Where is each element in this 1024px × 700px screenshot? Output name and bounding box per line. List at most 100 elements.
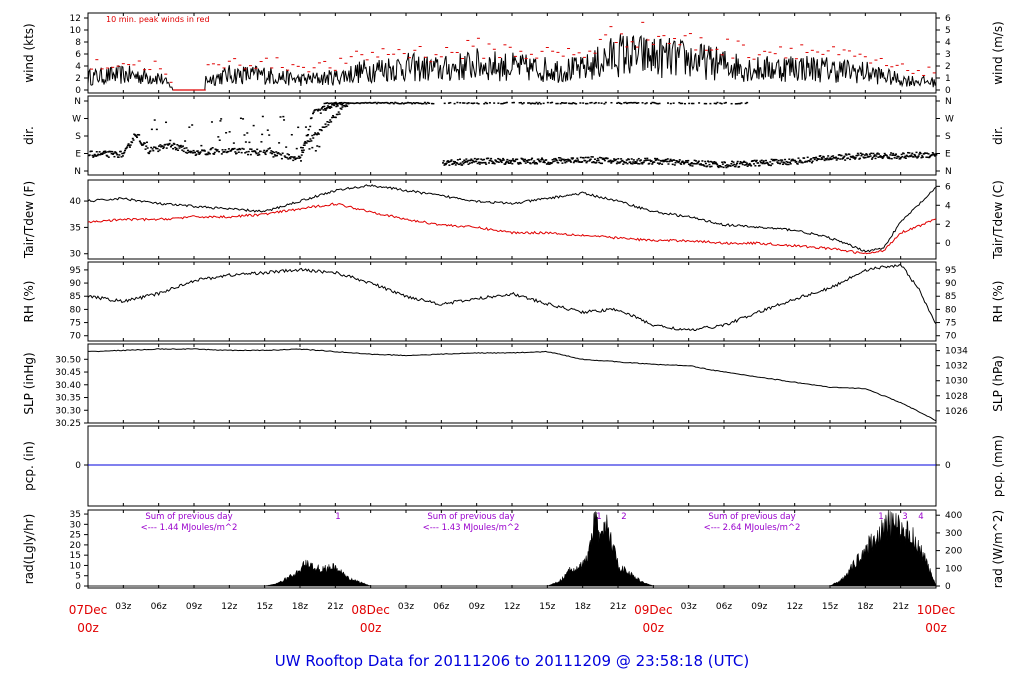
dir-point [333,104,336,107]
dir-point [132,139,135,141]
dir-point [693,159,696,162]
dir-point [320,129,323,132]
dir-point [328,106,331,108]
dir-point [191,152,194,154]
dir-point [461,161,464,163]
dir-point [155,147,158,150]
dir-point [933,154,936,156]
dir-point [304,126,307,128]
dir-point [336,113,339,116]
dir-point [256,154,259,156]
x-tick-label: 09z [751,602,767,612]
dir-point [620,102,623,105]
dir-point [736,162,739,165]
dir-point [476,162,479,165]
dir-point [645,159,648,161]
dir-point [579,102,582,104]
dir-point [679,162,682,165]
dir-point [726,165,729,168]
dir-point [817,158,820,160]
dir-point [621,159,624,162]
dir-point [512,158,514,160]
dir-point [189,151,192,154]
dir-point [411,102,414,105]
dir-point [683,163,686,165]
dir-point [480,162,483,164]
dir-point [921,156,924,158]
dir-point [336,103,339,106]
dir-point [504,102,507,104]
dir-point [557,157,560,159]
dir-point [244,141,247,143]
dir-point [669,102,672,105]
dir-point [497,102,500,104]
dir-point [645,102,648,104]
dir-point [485,163,488,165]
dir-point [753,159,756,162]
dir-point [740,162,743,164]
wind-ytick-label-left: 6 [75,50,81,60]
dir-point [298,157,301,159]
dir-point [227,148,230,150]
dir-point [322,109,325,111]
dir-point [858,157,861,160]
dir-ytick-label-right: N [945,167,952,177]
x-tick-label: 15z [539,602,555,612]
dir-point [666,102,669,104]
dir-point [572,157,575,159]
dir-point [799,160,802,162]
dir-ytick-label-left: S [75,132,81,142]
dir-point [368,101,371,104]
dir-point [138,140,141,142]
dir-point [697,160,700,163]
dir-point [704,160,707,163]
dir-point [248,141,251,144]
dir-point [550,162,553,164]
dir-point [181,149,184,151]
dir-point [688,163,691,166]
dir-point [562,102,565,104]
dir-point [432,102,435,105]
dir-point [681,160,684,163]
dir-point [271,151,274,153]
dir-point [512,101,515,104]
dir-point [309,138,312,140]
slp-ytick-label-left: 30.50 [55,355,81,365]
dir-point [863,154,866,156]
dir-point [106,155,109,157]
dir-point [239,117,242,120]
dir-point [102,150,105,153]
dir-point [232,142,235,144]
dir-point [599,162,602,165]
dir-point [517,163,520,165]
dir-point [709,166,712,168]
dir-point [452,160,455,163]
x-tick-label: 21z [610,602,626,612]
dir-point [661,159,664,162]
dir-point [845,154,848,156]
dir-point [169,145,172,148]
dir-point [343,101,346,104]
dir-point [558,159,561,161]
dir-point [724,101,727,104]
rad-ytick-label-left: 30 [70,520,82,530]
dir-point [122,152,125,155]
dir-point [541,158,544,161]
dir-point [291,156,294,158]
dir-point [415,101,418,104]
dir-point [620,158,623,160]
dir-point [849,158,852,161]
dir-point [690,162,693,165]
dir-point [842,157,845,159]
dir-point [798,161,801,163]
dir-point [815,159,818,162]
dir-point [471,161,474,164]
dir-point [227,150,230,153]
rad-annotation-sum: <--- 1.43 MJoules/m^2 [423,523,520,533]
dir-point [488,102,491,104]
dir-point [889,154,892,156]
dir-point [808,160,811,163]
dir-point [323,105,326,108]
dir-point [813,158,816,161]
dir-point [823,159,826,162]
